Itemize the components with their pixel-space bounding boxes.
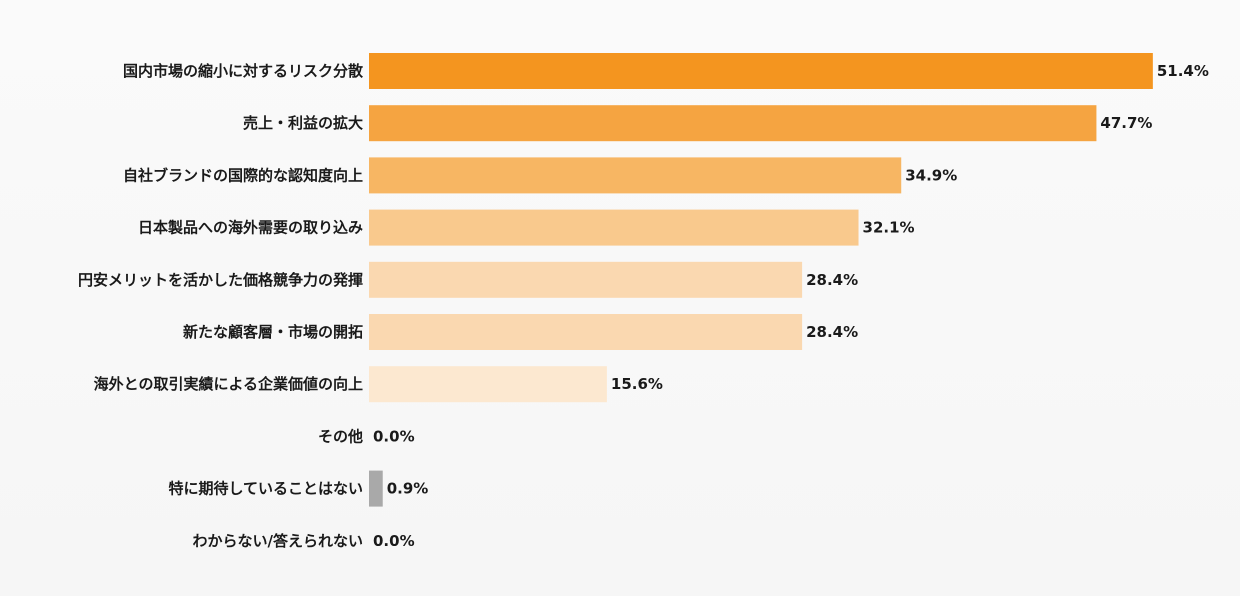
value-label: 34.9% <box>905 166 957 184</box>
category-label: 新たな顧客層・市場の開拓 <box>183 323 363 341</box>
bar <box>369 105 1097 142</box>
category-label: 特に期待していることはない <box>168 480 363 498</box>
category-label: その他 <box>318 427 363 445</box>
bars-layer <box>369 53 1153 507</box>
value-label: 32.1% <box>863 219 915 237</box>
category-label: 国内市場の縮小に対するリスク分散 <box>123 62 364 80</box>
value-labels: 51.4% 47.7% 34.9% 32.1% 28.4% 28.4% 15.6% 0.0% 0… <box>373 62 1209 550</box>
value-label: 28.4% <box>806 323 858 341</box>
value-label: 0.9% <box>387 480 429 498</box>
bar <box>369 157 902 194</box>
category-label: 自社ブランドの国際的な認知度向上 <box>123 166 363 184</box>
value-label: 47.7% <box>1100 114 1152 132</box>
bar <box>369 209 859 246</box>
category-label: 売上・利益の拡大 <box>243 114 363 132</box>
bar <box>369 53 1153 89</box>
value-label: 15.6% <box>611 375 663 393</box>
value-label: 28.4% <box>806 271 858 289</box>
bar <box>369 470 383 507</box>
bar <box>369 366 607 403</box>
category-label: わからない/答えられない <box>193 532 363 550</box>
category-label: 円安メリットを活かした価格競争力の発揮 <box>78 271 363 289</box>
value-label: 0.0% <box>373 427 415 445</box>
value-label: 51.4% <box>1157 62 1209 80</box>
category-label: 海外との取引実績による企業価値の向上 <box>94 375 363 393</box>
bar <box>369 314 803 350</box>
value-label: 0.0% <box>373 532 415 550</box>
bar <box>369 261 803 298</box>
category-labels: 国内市場の縮小に対するリスク分散売上・利益の拡大自社ブランドの国際的な認知度向上… <box>78 62 364 550</box>
category-label: 日本製品への海外需要の取り込み <box>138 219 363 237</box>
